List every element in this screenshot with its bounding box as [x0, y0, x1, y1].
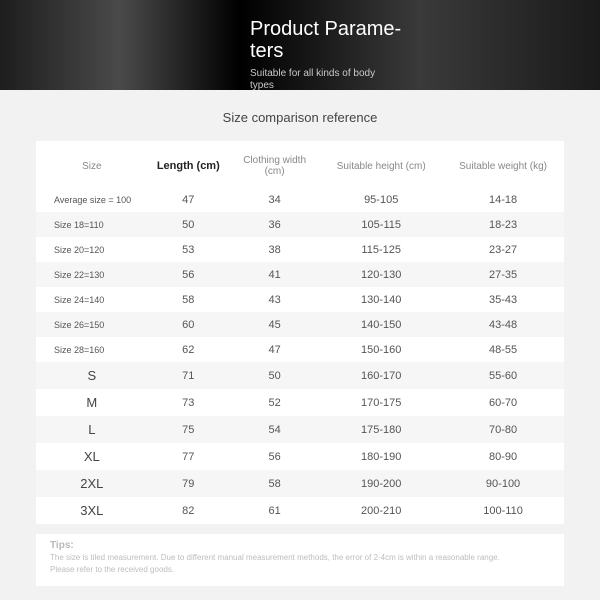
table-row: Average size = 100473495-10514-18: [36, 187, 564, 212]
cell-clothing-width: 50: [229, 362, 320, 389]
table-header-row: Size Length (cm) Clothing width (cm) Sui…: [36, 145, 564, 187]
table-row: Size 18=1105036105-11518-23: [36, 212, 564, 237]
table-row: Size 20=1205338115-12523-27: [36, 237, 564, 262]
page-title: Product Parame­ters: [250, 18, 420, 62]
cell-size: Size 26=150: [36, 312, 148, 337]
cell-suitable-height: 130-140: [320, 287, 442, 312]
cell-suitable-height: 140-150: [320, 312, 442, 337]
cell-length: 60: [148, 312, 229, 337]
cell-suitable-height: 160-170: [320, 362, 442, 389]
cell-length: 82: [148, 497, 229, 524]
cell-length: 62: [148, 337, 229, 362]
col-header-length: Length (cm): [148, 145, 229, 187]
page-subtitle: Suitable for all kinds of body types: [250, 68, 390, 92]
tips-line-2: Please refer to the received goods.: [50, 565, 550, 575]
cell-suitable-height: 95-105: [320, 187, 442, 212]
cell-clothing-width: 45: [229, 312, 320, 337]
cell-suitable-height: 200-210: [320, 497, 442, 524]
page-root: Product Parame­ters Suitable for all kin…: [0, 0, 600, 600]
cell-size: M: [36, 389, 148, 416]
cell-size: Size 20=120: [36, 237, 148, 262]
col-header-suitable-height: Suitable height (cm): [320, 145, 442, 187]
cell-size: 3XL: [36, 497, 148, 524]
table-body: Average size = 100473495-10514-18Size 18…: [36, 187, 564, 524]
section-heading: Size comparison reference: [0, 90, 600, 141]
cell-clothing-width: 34: [229, 187, 320, 212]
table-row: Size 22=1305641120-13027-35: [36, 262, 564, 287]
cell-suitable-weight: 70-80: [442, 416, 564, 443]
cell-suitable-weight: 18-23: [442, 212, 564, 237]
cell-suitable-weight: 23-27: [442, 237, 564, 262]
cell-size: Size 22=130: [36, 262, 148, 287]
size-table: Size Length (cm) Clothing width (cm) Sui…: [36, 145, 564, 524]
table-row: Size 24=1405843130-14035-43: [36, 287, 564, 312]
header-banner: Product Parame­ters Suitable for all kin…: [0, 0, 600, 90]
cell-length: 79: [148, 470, 229, 497]
cell-clothing-width: 61: [229, 497, 320, 524]
cell-suitable-height: 170-175: [320, 389, 442, 416]
table-row: S7150160-17055-60: [36, 362, 564, 389]
col-header-size: Size: [36, 145, 148, 187]
table-row: 3XL8261200-210100-110: [36, 497, 564, 524]
cell-suitable-height: 150-160: [320, 337, 442, 362]
cell-size: Size 18=110: [36, 212, 148, 237]
size-table-container: Size Length (cm) Clothing width (cm) Sui…: [36, 141, 564, 524]
col-header-suitable-weight: Suitable weight (kg): [442, 145, 564, 187]
cell-length: 71: [148, 362, 229, 389]
table-row: L7554175-18070-80: [36, 416, 564, 443]
table-row: Size 26=1506045140-15043-48: [36, 312, 564, 337]
tips-box: Tips: The size is tiled measurement. Due…: [36, 534, 564, 586]
cell-suitable-weight: 55-60: [442, 362, 564, 389]
col-header-clothing-width: Clothing width (cm): [229, 145, 320, 187]
cell-clothing-width: 47: [229, 337, 320, 362]
cell-length: 56: [148, 262, 229, 287]
cell-size: S: [36, 362, 148, 389]
cell-length: 77: [148, 443, 229, 470]
cell-length: 50: [148, 212, 229, 237]
cell-clothing-width: 36: [229, 212, 320, 237]
cell-length: 58: [148, 287, 229, 312]
table-row: M7352170-17560-70: [36, 389, 564, 416]
cell-clothing-width: 41: [229, 262, 320, 287]
cell-size: Average size = 100: [36, 187, 148, 212]
cell-length: 75: [148, 416, 229, 443]
cell-suitable-weight: 100-110: [442, 497, 564, 524]
cell-size: 2XL: [36, 470, 148, 497]
cell-suitable-weight: 60-70: [442, 389, 564, 416]
table-row: Size 28=1606247150-16048-55: [36, 337, 564, 362]
tips-label: Tips:: [50, 540, 550, 551]
cell-clothing-width: 38: [229, 237, 320, 262]
cell-clothing-width: 58: [229, 470, 320, 497]
cell-clothing-width: 43: [229, 287, 320, 312]
cell-length: 47: [148, 187, 229, 212]
table-row: 2XL7958190-20090-100: [36, 470, 564, 497]
cell-suitable-height: 190-200: [320, 470, 442, 497]
cell-suitable-height: 105-115: [320, 212, 442, 237]
cell-suitable-weight: 43-48: [442, 312, 564, 337]
cell-size: Size 24=140: [36, 287, 148, 312]
cell-suitable-height: 180-190: [320, 443, 442, 470]
cell-suitable-height: 115-125: [320, 237, 442, 262]
cell-suitable-weight: 80-90: [442, 443, 564, 470]
cell-size: Size 28=160: [36, 337, 148, 362]
cell-clothing-width: 52: [229, 389, 320, 416]
cell-suitable-weight: 14-18: [442, 187, 564, 212]
cell-suitable-weight: 27-35: [442, 262, 564, 287]
cell-clothing-width: 56: [229, 443, 320, 470]
cell-size: XL: [36, 443, 148, 470]
cell-size: L: [36, 416, 148, 443]
cell-clothing-width: 54: [229, 416, 320, 443]
cell-suitable-weight: 35-43: [442, 287, 564, 312]
tips-line-1: The size is tiled measurement. Due to di…: [50, 553, 550, 563]
table-row: XL7756180-19080-90: [36, 443, 564, 470]
cell-suitable-weight: 90-100: [442, 470, 564, 497]
cell-suitable-height: 120-130: [320, 262, 442, 287]
cell-suitable-weight: 48-55: [442, 337, 564, 362]
cell-length: 73: [148, 389, 229, 416]
cell-suitable-height: 175-180: [320, 416, 442, 443]
cell-length: 53: [148, 237, 229, 262]
